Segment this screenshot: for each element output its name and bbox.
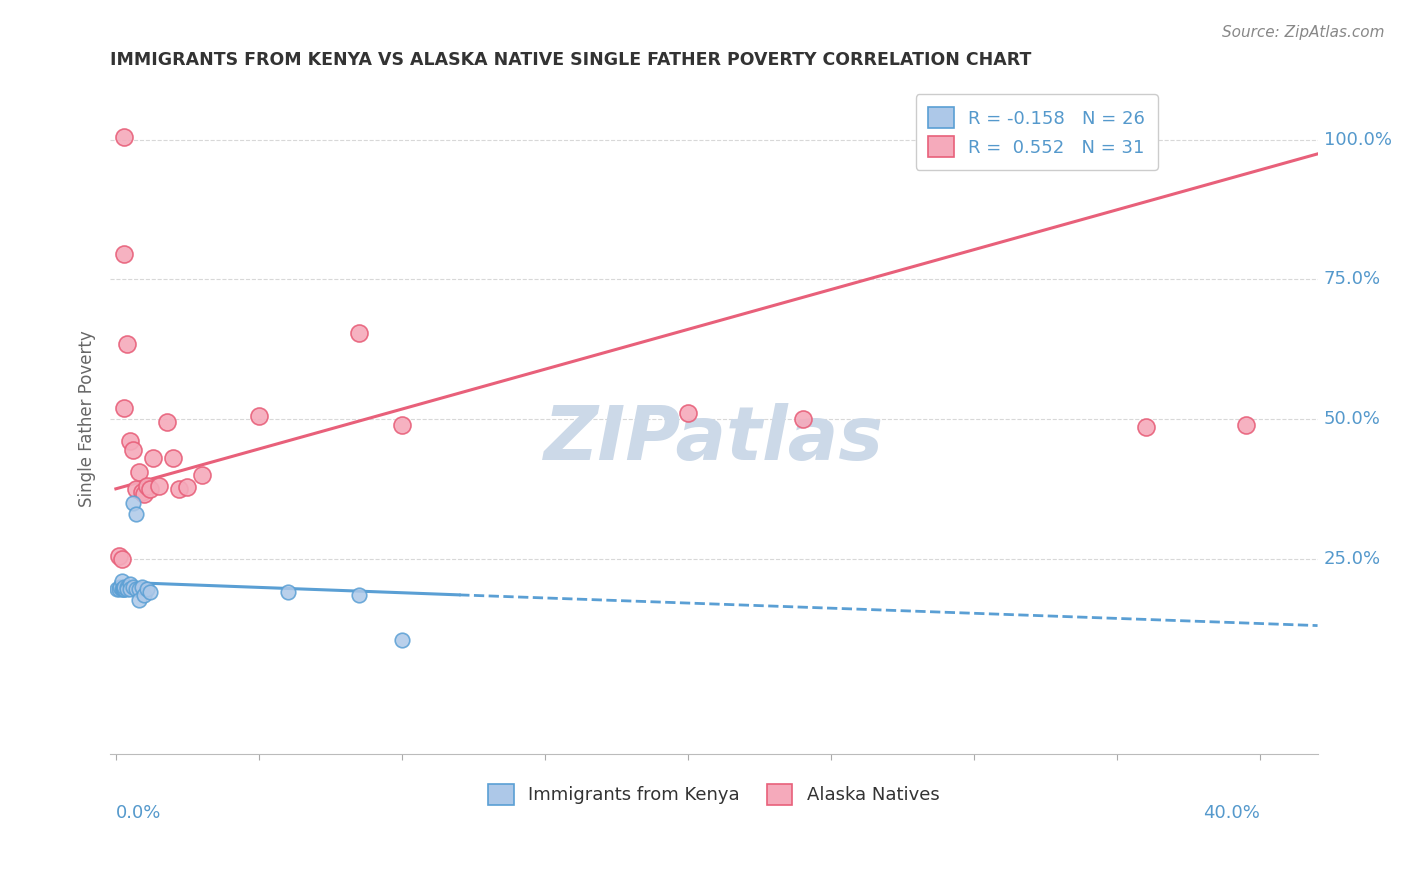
Text: 40.0%: 40.0% bbox=[1204, 805, 1260, 822]
Y-axis label: Single Father Poverty: Single Father Poverty bbox=[79, 331, 96, 508]
Point bbox=[1135, 420, 1157, 434]
Point bbox=[120, 434, 142, 449]
Point bbox=[156, 415, 179, 429]
Point bbox=[120, 582, 142, 597]
Text: Source: ZipAtlas.com: Source: ZipAtlas.com bbox=[1222, 25, 1385, 40]
Point bbox=[139, 482, 162, 496]
Point bbox=[136, 479, 159, 493]
Point bbox=[125, 507, 148, 521]
Point bbox=[139, 585, 162, 599]
Point bbox=[176, 480, 198, 494]
Point bbox=[128, 582, 150, 597]
Text: IMMIGRANTS FROM KENYA VS ALASKA NATIVE SINGLE FATHER POVERTY CORRELATION CHART: IMMIGRANTS FROM KENYA VS ALASKA NATIVE S… bbox=[110, 51, 1032, 69]
Point bbox=[122, 580, 145, 594]
Text: 50.0%: 50.0% bbox=[1323, 410, 1381, 428]
Point bbox=[162, 451, 184, 466]
Point bbox=[114, 582, 136, 597]
Point bbox=[676, 407, 699, 421]
Point bbox=[114, 130, 136, 145]
Point bbox=[131, 484, 153, 499]
Point bbox=[114, 401, 136, 415]
Legend: Immigrants from Kenya, Alaska Natives: Immigrants from Kenya, Alaska Natives bbox=[481, 777, 946, 812]
Point bbox=[110, 582, 132, 597]
Point bbox=[120, 576, 142, 591]
Point bbox=[107, 549, 129, 563]
Point bbox=[117, 580, 139, 594]
Point bbox=[108, 580, 131, 594]
Point bbox=[114, 582, 136, 597]
Point bbox=[105, 582, 128, 597]
Point bbox=[142, 451, 165, 466]
Point bbox=[110, 574, 132, 588]
Point bbox=[125, 582, 148, 597]
Point bbox=[117, 336, 139, 351]
Point bbox=[114, 580, 136, 594]
Point bbox=[131, 580, 153, 594]
Point bbox=[122, 442, 145, 457]
Text: 75.0%: 75.0% bbox=[1323, 270, 1381, 288]
Text: ZIPatlas: ZIPatlas bbox=[544, 402, 884, 475]
Point bbox=[107, 582, 129, 597]
Point bbox=[114, 247, 136, 261]
Point bbox=[391, 417, 413, 432]
Text: 100.0%: 100.0% bbox=[1323, 131, 1392, 149]
Point bbox=[792, 412, 814, 426]
Point bbox=[134, 588, 156, 602]
Point bbox=[247, 409, 270, 424]
Point bbox=[1234, 417, 1257, 432]
Point bbox=[136, 582, 159, 597]
Point bbox=[134, 487, 156, 501]
Point bbox=[190, 467, 212, 482]
Point bbox=[277, 585, 299, 599]
Point bbox=[128, 465, 150, 479]
Point bbox=[167, 482, 190, 496]
Point bbox=[112, 582, 135, 597]
Point bbox=[125, 482, 148, 496]
Point bbox=[1021, 130, 1043, 145]
Text: 0.0%: 0.0% bbox=[115, 805, 162, 822]
Point bbox=[391, 632, 413, 647]
Point bbox=[122, 496, 145, 510]
Point bbox=[347, 326, 370, 340]
Point bbox=[110, 551, 132, 566]
Point bbox=[117, 582, 139, 597]
Text: 25.0%: 25.0% bbox=[1323, 549, 1381, 567]
Point bbox=[1063, 130, 1085, 145]
Point bbox=[148, 479, 170, 493]
Point bbox=[128, 593, 150, 607]
Point bbox=[347, 588, 370, 602]
